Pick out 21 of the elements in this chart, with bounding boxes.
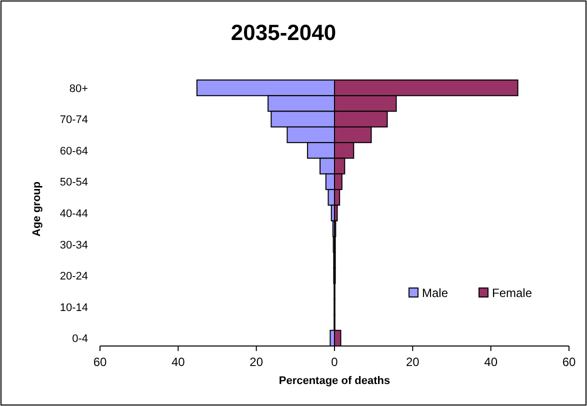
y-tick-label: 40-44 bbox=[60, 208, 88, 220]
legend-label: Male bbox=[422, 286, 448, 300]
y-tick-label: 60-64 bbox=[60, 145, 88, 158]
y-tick-label: 50-54 bbox=[60, 176, 88, 189]
y-axis-title: Age group bbox=[31, 181, 43, 236]
y-tick-label: 10-14 bbox=[60, 302, 88, 314]
x-tick-label: 60 bbox=[562, 355, 576, 369]
x-tick-label: 20 bbox=[250, 355, 264, 369]
x-tick-label: 60 bbox=[93, 355, 107, 369]
x-tick-label: 20 bbox=[406, 355, 420, 369]
y-tick-label: 0-4 bbox=[72, 333, 88, 346]
legend-label: Female bbox=[492, 286, 532, 300]
y-tick-label: 20-24 bbox=[60, 270, 88, 283]
y-tick-label: 30-34 bbox=[60, 239, 88, 252]
x-tick-label: 40 bbox=[171, 355, 186, 369]
x-axis-title: Percentage of deaths bbox=[278, 375, 390, 387]
chart-title: 2035-2040 bbox=[230, 20, 336, 45]
x-tick-label: 40 bbox=[484, 355, 498, 369]
y-tick-label: 80+ bbox=[69, 82, 88, 95]
y-tick-label: 70-74 bbox=[60, 114, 88, 126]
x-tick-label: 0 bbox=[331, 355, 338, 369]
